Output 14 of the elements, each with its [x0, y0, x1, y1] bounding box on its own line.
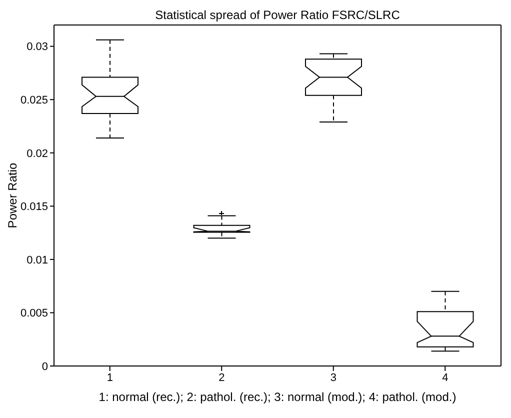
- y-tick-label: 0.01: [26, 254, 48, 266]
- chart-title: Statistical spread of Power Ratio FSRC/SLRC: [154, 8, 401, 22]
- y-tick-label: 0.015: [20, 201, 48, 214]
- y-tick-label: 0: [42, 360, 48, 373]
- y-axis-title: Power Ratio: [5, 162, 20, 228]
- x-tick-label: 1: [106, 372, 113, 384]
- y-tick-label: 0.005: [20, 308, 48, 320]
- x-tick-label: 4: [442, 372, 448, 384]
- x-tick-label: 2: [218, 372, 225, 384]
- y-tick-label: 0.03: [26, 41, 48, 54]
- y-tick-label: 0.025: [20, 94, 48, 106]
- x-axis-title: 1: normal (rec.); 2: pathol. (rec.); 3: normal (mod.); 4: pathol. (mod.): [98, 390, 458, 404]
- x-tick-label: 3: [330, 372, 336, 384]
- y-tick-label: 0.02: [26, 148, 48, 160]
